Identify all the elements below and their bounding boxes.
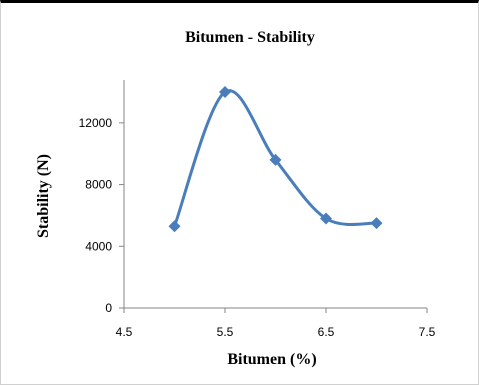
series-line	[173, 89, 377, 227]
data-point-marker	[269, 153, 282, 166]
x-tick-label: 6.5	[318, 325, 335, 339]
x-tick-label: 4.5	[116, 325, 133, 339]
y-tick-label: 0	[105, 301, 112, 315]
y-tick-label: 8000	[85, 178, 112, 192]
data-point-marker	[370, 217, 383, 230]
y-tick-label: 4000	[85, 239, 112, 253]
data-point-marker	[320, 212, 332, 225]
x-tick-label: 5.5	[217, 325, 234, 339]
series-markers	[168, 86, 383, 233]
data-point-marker	[168, 220, 181, 233]
y-axis-label: Stability (N)	[35, 154, 52, 238]
tick-labels: 0 4000 8000 12000 4.5 5.5 6.5 7.5	[79, 116, 436, 339]
x-tick-label: 7.5	[419, 325, 436, 339]
axes	[119, 80, 428, 313]
chart-title: Bitumen - Stability	[185, 29, 315, 46]
y-tick-label: 12000	[79, 116, 113, 130]
data-point-marker	[219, 86, 231, 98]
x-axis-label: Bitumen (%)	[227, 351, 316, 368]
